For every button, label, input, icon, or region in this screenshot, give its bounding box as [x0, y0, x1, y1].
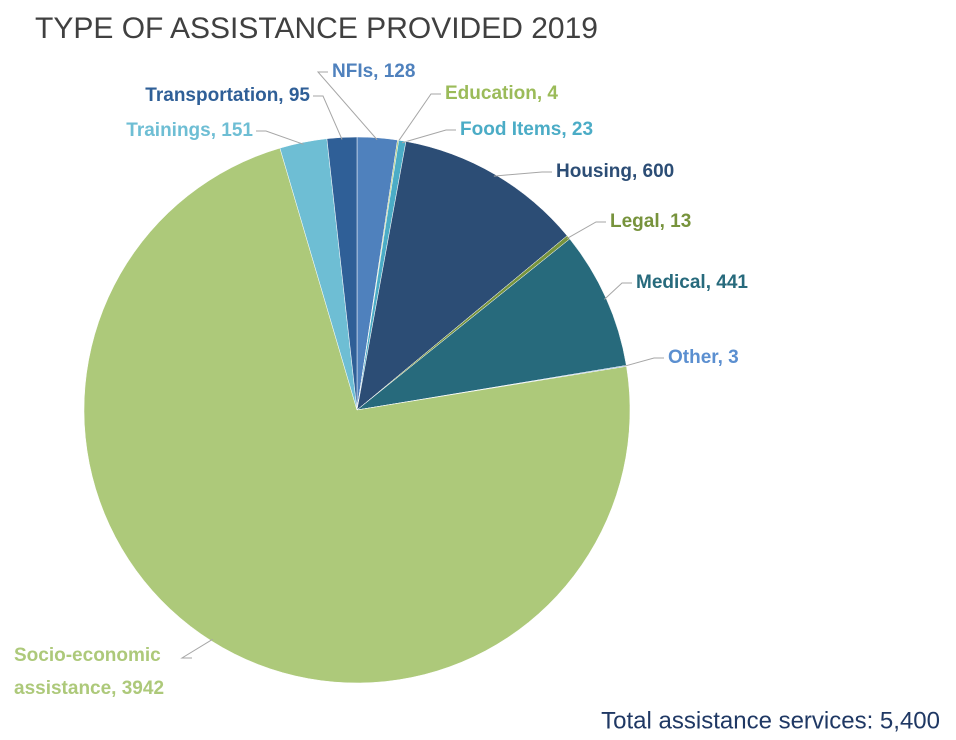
data-label: Housing, 600 — [556, 161, 674, 182]
data-label: Trainings, 151 — [126, 120, 253, 141]
leader-line — [624, 357, 664, 367]
data-label: Medical, 441 — [636, 272, 748, 293]
chart-title: TYPE OF ASSISTANCE PROVIDED 2019 — [35, 12, 598, 45]
annotation: Total assistance services: 5,400 — [601, 707, 940, 734]
leader-line — [401, 129, 456, 144]
data-label: Food Items, 23 — [460, 119, 593, 140]
leader-line — [256, 130, 304, 145]
label-line: assistance, 3942 — [14, 678, 164, 699]
data-label: Transportation, 95 — [145, 85, 310, 106]
leader-line — [566, 221, 606, 240]
leader-line — [313, 95, 343, 140]
leader-line — [180, 638, 213, 659]
leader-line — [604, 282, 632, 300]
pie-slice — [356, 238, 627, 411]
data-label: Other, 3 — [668, 347, 739, 368]
data-label: Education, 4 — [445, 83, 558, 104]
data-label: Socio-economic assistance, 3942 — [14, 645, 164, 699]
data-label: NFIs, 128 — [332, 61, 415, 82]
pie-slice — [326, 136, 358, 411]
leader-line — [397, 93, 441, 143]
pie-slice — [356, 141, 568, 411]
pie-slice — [83, 147, 631, 684]
leader-line — [316, 71, 378, 141]
label-line: Socio-economic — [14, 645, 161, 666]
leader-line — [493, 171, 552, 177]
data-label: Legal, 13 — [610, 211, 691, 232]
